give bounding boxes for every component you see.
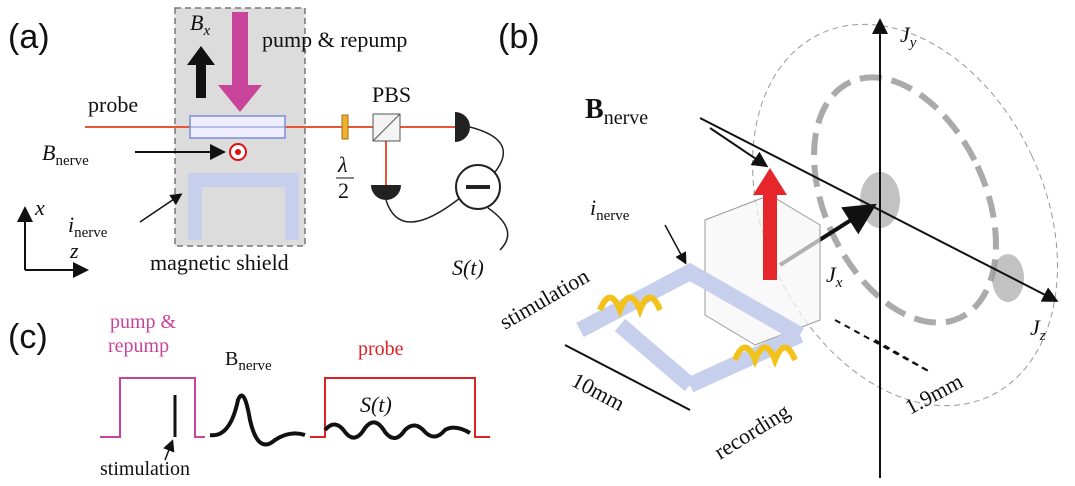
nerve-signal bbox=[209, 393, 306, 447]
panel-b: (b) Jy Jz Jx Bnerve inerve stimulation 1… bbox=[495, 18, 1059, 478]
bnerve-label: Bnerve bbox=[42, 140, 89, 169]
waveplate-den: 2 bbox=[338, 178, 349, 203]
jz-label: Jz bbox=[1030, 315, 1046, 344]
wires bbox=[385, 126, 509, 251]
pump-label: pump & bbox=[110, 311, 177, 333]
pump-label: pump & repump bbox=[262, 27, 407, 52]
bx-arrow bbox=[187, 46, 215, 98]
axis-label: x bbox=[34, 195, 45, 220]
pump-pulse bbox=[100, 377, 205, 438]
distance-label: 1.9mm bbox=[901, 368, 967, 419]
blob bbox=[992, 254, 1024, 302]
axis-label: z bbox=[69, 238, 79, 263]
probe-label: probe bbox=[88, 92, 138, 117]
arrow bbox=[139, 193, 183, 223]
detector bbox=[371, 185, 401, 200]
shield-label: magnetic shield bbox=[150, 250, 289, 275]
probe-label: probe bbox=[358, 338, 404, 360]
arrow bbox=[709, 127, 769, 168]
bnerve-label: Bnerve bbox=[225, 348, 272, 374]
arrow bbox=[163, 439, 175, 461]
arrow bbox=[664, 224, 687, 265]
bnerve-arrow bbox=[753, 168, 787, 280]
detector bbox=[455, 112, 470, 142]
pump-label: repump bbox=[108, 335, 169, 357]
pbs-diag bbox=[372, 113, 401, 142]
panel-c: (c) pump & repump stimulation Bnerve pro… bbox=[8, 311, 490, 480]
waveplate bbox=[341, 114, 349, 140]
bnerve-label: Bnerve bbox=[585, 94, 648, 129]
inerve-label: inerve bbox=[590, 195, 630, 224]
field-dot bbox=[235, 149, 241, 155]
signal-trace bbox=[323, 420, 472, 440]
pbs-label: PBS bbox=[372, 82, 411, 107]
signal-label: S(t) bbox=[360, 392, 392, 417]
electrode bbox=[732, 344, 798, 369]
nerve bbox=[614, 318, 696, 392]
bx-label: Bx bbox=[190, 10, 210, 39]
dimension bbox=[564, 344, 691, 411]
probe-pulse bbox=[310, 377, 490, 438]
jy-label: Jy bbox=[900, 22, 917, 51]
panel-label: (c) bbox=[8, 318, 48, 356]
dimension bbox=[834, 319, 931, 373]
panel-label: (b) bbox=[498, 18, 540, 56]
electrode bbox=[597, 294, 663, 319]
inerve-label: inerve bbox=[68, 212, 108, 241]
nerve bbox=[576, 262, 804, 342]
recording-label: recording bbox=[709, 398, 794, 464]
waveplate-num: λ bbox=[337, 152, 348, 177]
stimulation-label: stimulation bbox=[100, 458, 190, 480]
nerve bbox=[188, 173, 299, 240]
panel-label: (a) bbox=[8, 18, 50, 56]
pump-arrow bbox=[218, 12, 262, 112]
jx-label: Jx bbox=[826, 262, 843, 291]
nerve bbox=[686, 327, 804, 393]
signal-label: S(t) bbox=[452, 255, 484, 280]
panel-a: (a) Bx pump & repump probe Bnerve λ 2 PB… bbox=[8, 7, 509, 280]
jz-axis bbox=[699, 117, 1059, 302]
